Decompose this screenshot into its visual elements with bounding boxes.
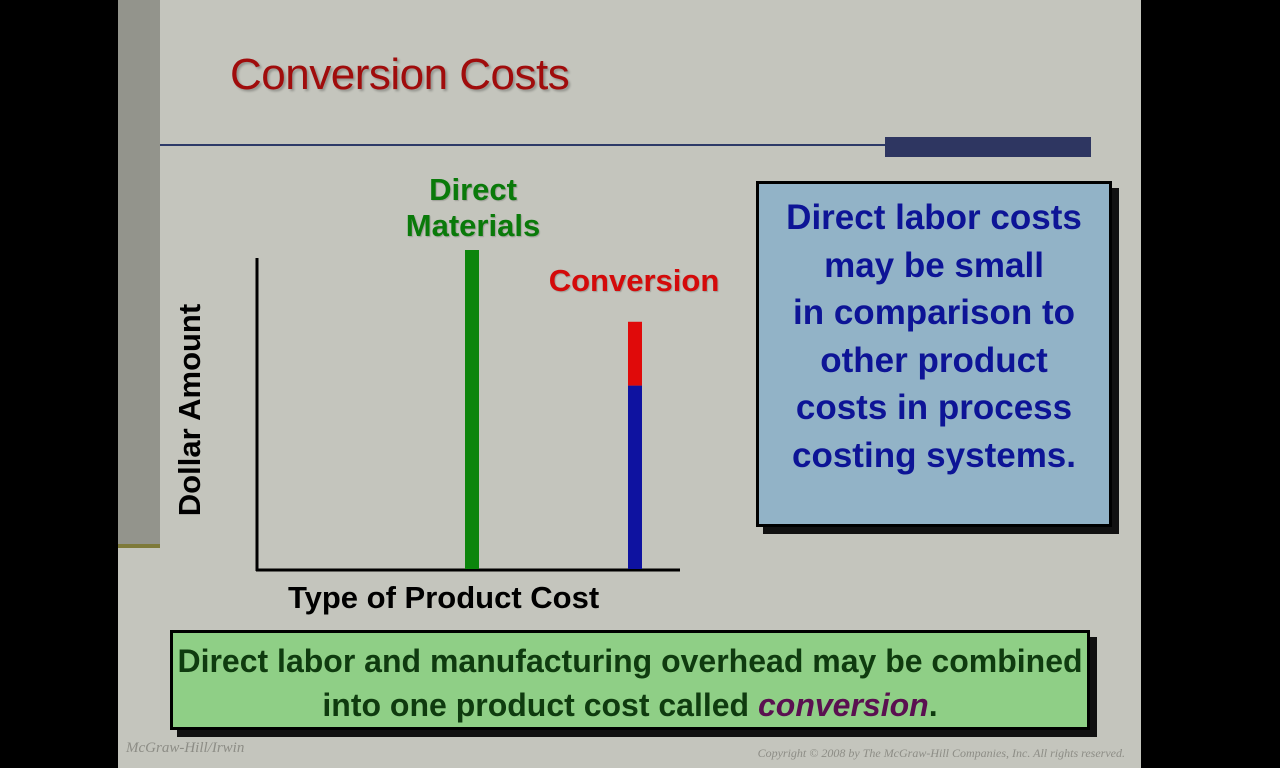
label-line: Direct bbox=[429, 172, 517, 207]
callout-line: costs in process bbox=[795, 388, 1073, 427]
callout-end: . bbox=[928, 687, 938, 723]
callout-green: Direct labor and manufacturing overhead … bbox=[170, 630, 1090, 730]
slide-title: Conversion Costs bbox=[230, 50, 570, 99]
footer-publisher: McGraw-Hill/Irwin bbox=[126, 740, 245, 756]
category-label-direct-materials: Direct Materials bbox=[388, 172, 558, 244]
callout-blue: Direct labor costs may be small in compa… bbox=[756, 181, 1112, 527]
slide: Conversion Costs Direct Materials Conver… bbox=[118, 0, 1141, 768]
title-rule-block bbox=[885, 137, 1091, 157]
label-line: Materials bbox=[405, 208, 541, 243]
category-label-conversion: Conversion bbox=[548, 263, 720, 298]
callout-emphasis: conversion bbox=[757, 687, 929, 723]
callout-line: other product bbox=[820, 340, 1048, 380]
callout-text: Direct labor and manufacturing overhead … bbox=[177, 643, 1083, 723]
chart bbox=[255, 250, 680, 572]
bar-conversion-segment-2 bbox=[628, 321, 642, 386]
callout-line: in comparison to bbox=[793, 293, 1075, 332]
callout-line: costing systems. bbox=[792, 435, 1076, 475]
title-rule bbox=[160, 144, 890, 146]
left-accent-bar bbox=[118, 0, 160, 545]
left-accent-line bbox=[118, 544, 160, 548]
bar-direct-materials-segment-0 bbox=[465, 250, 479, 569]
footer-copyright: Copyright © 2008 by The McGraw-Hill Comp… bbox=[757, 746, 1125, 760]
callout-line: Direct labor costs bbox=[786, 198, 1082, 237]
y-axis-label: Dollar Amount bbox=[172, 303, 207, 517]
x-axis-label: Type of Product Cost bbox=[288, 580, 600, 615]
bar-conversion-segment-1 bbox=[628, 385, 642, 569]
callout-line: may be small bbox=[824, 245, 1044, 285]
